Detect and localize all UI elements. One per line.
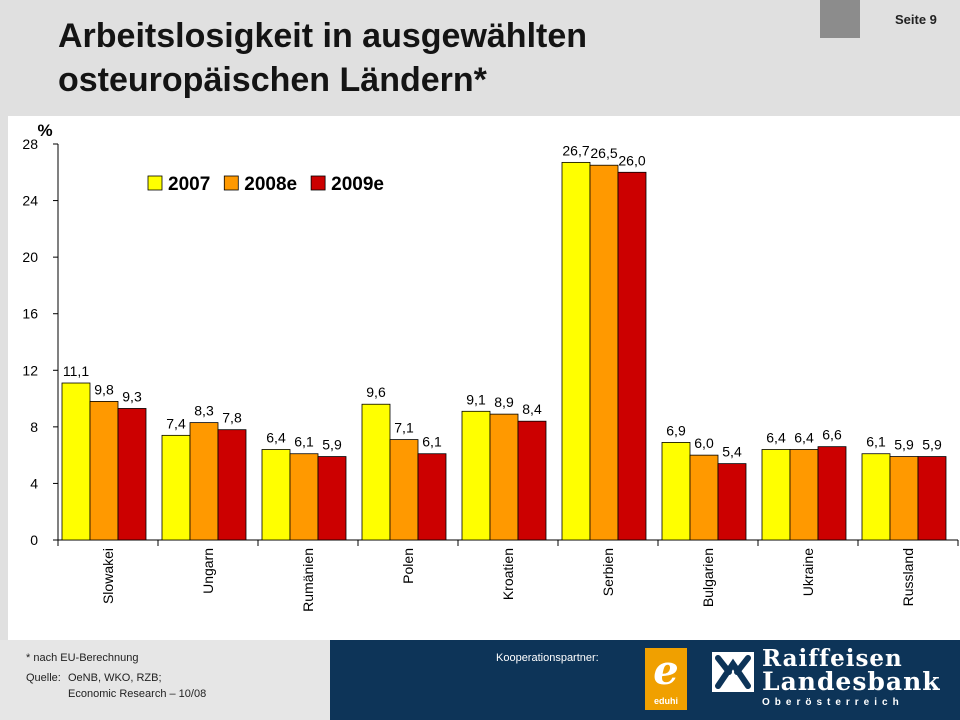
bar-2008e — [689, 454, 719, 541]
data-label: 6,9 — [666, 422, 686, 438]
bar-2009e — [317, 456, 347, 541]
page-marker-square — [820, 0, 860, 38]
data-label: 6,1 — [422, 434, 442, 450]
y-tick-label: 12 — [22, 362, 38, 378]
bar-2007 — [661, 442, 691, 541]
bar-2007 — [861, 453, 891, 541]
data-label: 5,9 — [894, 437, 914, 453]
y-tick-label: 16 — [22, 306, 38, 322]
data-label: 8,4 — [522, 401, 542, 417]
legend-swatch — [310, 175, 326, 191]
bar-2007 — [561, 161, 591, 541]
bank-name-line-3: Oberösterreich — [762, 697, 904, 708]
legend-label: 2009e — [331, 174, 384, 195]
raiffeisen-gable-icon — [712, 652, 754, 692]
bar-2009e — [117, 408, 147, 541]
bar-2009e — [217, 429, 247, 541]
data-label: 5,9 — [322, 437, 342, 453]
source-line-2: Economic Research – 10/08 — [68, 688, 207, 700]
bar-2008e — [89, 400, 119, 541]
data-label: 11,1 — [63, 363, 89, 379]
y-tick-label: 20 — [22, 249, 38, 265]
bar-2009e — [417, 453, 447, 541]
legend-swatch — [223, 175, 239, 191]
eduhi-logo[interactable]: e eduhi — [645, 648, 687, 710]
y-tick-label: 4 — [30, 475, 38, 491]
data-label: 9,6 — [366, 384, 386, 400]
category-label: Slowakei — [100, 548, 116, 604]
legend-swatch — [147, 175, 163, 191]
bar-2008e — [189, 422, 219, 541]
data-label: 7,4 — [166, 415, 186, 431]
bar-2009e — [817, 446, 847, 541]
header-bar: Arbeitslosigkeit in ausgewählten osteuro… — [0, 0, 960, 116]
bar-2007 — [261, 449, 291, 541]
source-line-1: OeNB, WKO, RZB; — [68, 672, 162, 684]
left-margin-strip — [0, 116, 8, 640]
source-label: Quelle: — [26, 672, 61, 684]
y-tick-label: 8 — [30, 419, 38, 435]
bar-2009e — [717, 463, 747, 541]
eduhi-e-glyph: e — [653, 647, 679, 694]
data-label: 6,4 — [766, 429, 786, 445]
bar-2009e — [517, 420, 547, 541]
data-label: 5,9 — [922, 437, 942, 453]
bar-2008e — [589, 164, 619, 541]
bar-2007 — [161, 434, 191, 541]
bar-2007 — [761, 449, 791, 541]
bar-2009e — [617, 171, 647, 541]
data-label: 6,6 — [822, 427, 842, 443]
bar-2008e — [789, 449, 819, 541]
data-label: 7,8 — [222, 410, 242, 426]
bank-name-line-1: Raiffeisen — [762, 645, 903, 672]
footer-left-panel — [0, 640, 330, 720]
category-label: Bulgarien — [700, 548, 716, 607]
category-label: Serbien — [600, 548, 616, 596]
bar-2007 — [461, 410, 491, 541]
data-label: 6,1 — [866, 434, 886, 450]
data-label: 6,4 — [266, 429, 286, 445]
legend-label: 2008e — [244, 174, 297, 195]
bar-2008e — [289, 453, 319, 541]
data-label: 6,1 — [294, 434, 314, 450]
y-tick-label: 28 — [22, 136, 38, 152]
data-label: 26,5 — [590, 145, 617, 161]
y-tick-label: 24 — [22, 193, 38, 209]
partner-label: Kooperationspartner: — [496, 652, 599, 664]
bar-2007 — [61, 382, 91, 541]
bar-2008e — [489, 413, 519, 541]
bar-2008e — [389, 439, 419, 541]
page-title: Arbeitslosigkeit in ausgewählten osteuro… — [58, 17, 588, 99]
data-label: 8,3 — [194, 403, 214, 419]
bar-2007 — [361, 403, 391, 541]
category-label: Ukraine — [800, 548, 816, 596]
data-label: 9,3 — [122, 388, 142, 404]
footnote: * nach EU-Berechnung — [26, 652, 139, 664]
eduhi-wordmark: eduhi — [654, 696, 678, 706]
data-label: 6,4 — [794, 429, 814, 445]
category-label: Russland — [900, 548, 916, 606]
category-label: Rumänien — [300, 548, 316, 612]
bank-name-line-2: Landesbank — [762, 667, 941, 696]
data-label: 26,0 — [618, 152, 645, 168]
data-label: 9,1 — [466, 391, 486, 407]
bar-2008e — [889, 456, 919, 541]
y-tick-label: 0 — [30, 532, 38, 548]
data-label: 7,1 — [394, 420, 414, 436]
page-number: Seite 9 — [895, 12, 937, 27]
category-label: Kroatien — [500, 548, 516, 600]
data-label: 8,9 — [494, 394, 514, 410]
data-label: 6,0 — [694, 435, 714, 451]
data-label: 26,7 — [562, 142, 589, 158]
unemployment-bar-chart: 0 4 8 12 16 20 24 28% Slowakei Ungarn Rumänien Pole… — [22, 121, 959, 612]
category-label: Polen — [400, 548, 416, 584]
y-axis-unit-label: % — [37, 121, 52, 140]
data-label: 9,8 — [94, 381, 114, 397]
category-label: Ungarn — [200, 548, 216, 594]
bar-2009e — [917, 456, 947, 541]
data-label: 5,4 — [722, 444, 742, 460]
legend-label: 2007 — [168, 174, 210, 195]
